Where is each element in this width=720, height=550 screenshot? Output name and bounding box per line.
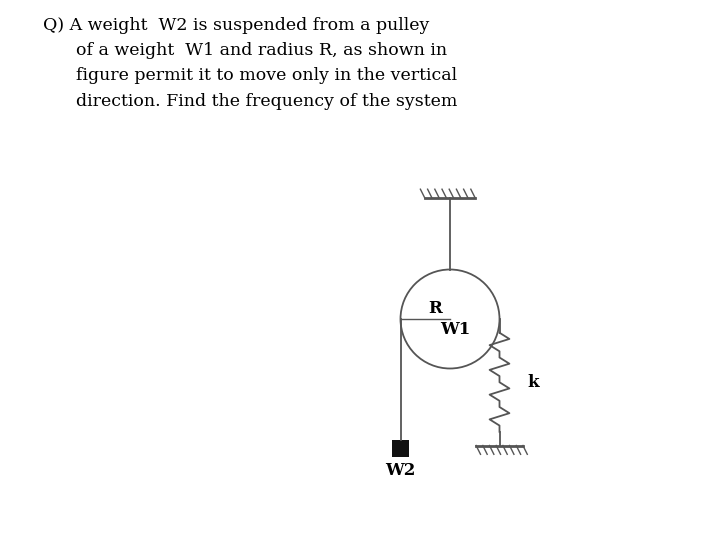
Text: Q) A weight  W2 is suspended from a pulley
      of a weight  W1 and radius R, a: Q) A weight W2 is suspended from a pulle…: [43, 16, 458, 110]
Text: k: k: [527, 374, 539, 390]
FancyBboxPatch shape: [392, 440, 409, 456]
Text: W2: W2: [385, 462, 415, 479]
Text: W1: W1: [440, 321, 470, 338]
Text: R: R: [428, 300, 442, 317]
